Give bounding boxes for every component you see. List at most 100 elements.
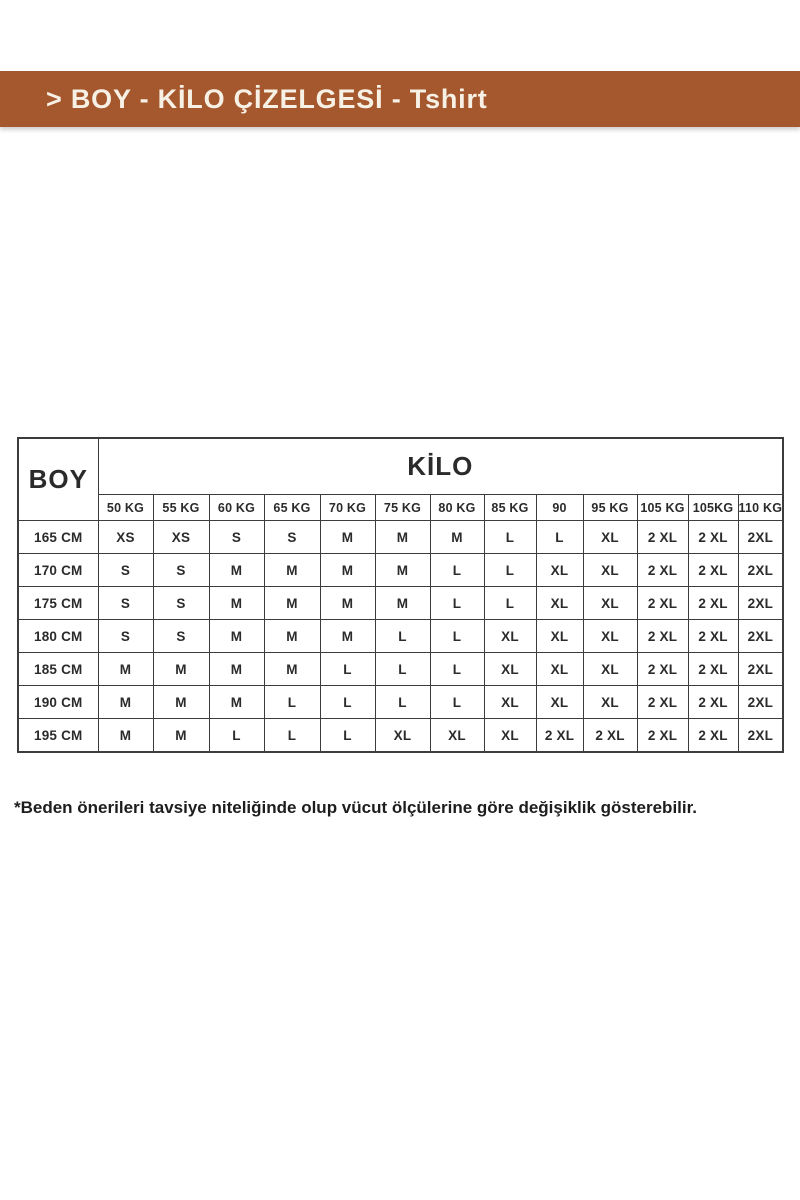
size-cell: XL <box>582 553 638 587</box>
size-cell: M <box>319 619 376 653</box>
size-cell: M <box>263 652 321 686</box>
size-cell: L <box>374 685 431 719</box>
size-cell: 2 XL <box>636 718 689 753</box>
size-cell: M <box>152 685 210 719</box>
size-cell: XL <box>429 718 485 753</box>
size-cell: 2XL <box>737 718 784 753</box>
size-cell: S <box>263 520 321 554</box>
weight-column-header: 90 <box>535 494 584 521</box>
banner-title: > BOY - KİLO ÇİZELGESİ - Tshirt <box>46 83 488 114</box>
size-cell: M <box>208 586 265 620</box>
size-cell: M <box>208 685 265 719</box>
size-cell: 2 XL <box>687 553 739 587</box>
height-column-header: BOY <box>17 437 99 521</box>
size-cell: 2 XL <box>636 553 689 587</box>
size-cell: M <box>263 553 321 587</box>
height-label: 165 CM <box>17 520 99 554</box>
size-cell: 2 XL <box>636 619 689 653</box>
size-cell: S <box>152 619 210 653</box>
size-cell: XL <box>535 586 584 620</box>
size-row: 190 CM M M M L L L L XL XL XL 2 XL 2 XL 2XL <box>17 685 784 719</box>
weight-column-header: 95 KG <box>582 494 638 521</box>
weight-header-row: 50 KG 55 KG 60 KG 65 KG 70 KG 75 KG 80 KG 85 KG… <box>18 494 784 521</box>
size-cell: XL <box>582 619 638 653</box>
size-cell: L <box>483 553 537 587</box>
size-cell: 2 XL <box>687 586 739 620</box>
size-cell: 2 XL <box>636 652 689 686</box>
size-cell: L <box>374 619 431 653</box>
size-cell: L <box>208 718 265 753</box>
size-disclaimer: *Beden önerileri tavsiye niteliğinde olu… <box>14 798 698 817</box>
height-label: 195 CM <box>17 718 99 753</box>
size-cell: M <box>429 520 485 554</box>
size-cell: 2XL <box>737 586 784 620</box>
size-cell: L <box>483 520 537 554</box>
weight-column-header: 80 KG <box>429 494 485 521</box>
size-cell: M <box>319 553 376 587</box>
size-cell: L <box>429 586 485 620</box>
size-cell: 2 XL <box>687 685 739 719</box>
size-chart-banner[interactable]: > BOY - KİLO ÇİZELGESİ - Tshirt <box>0 71 800 127</box>
size-cell: XL <box>582 685 638 719</box>
group-header-row: BOY KİLO <box>17 437 784 521</box>
size-cell: L <box>483 586 537 620</box>
size-cell: S <box>208 520 265 554</box>
size-cell: L <box>429 619 485 653</box>
height-label: 175 CM <box>17 586 99 620</box>
size-row: 170 CM S S M M M M L L XL XL 2 XL 2 XL 2XL <box>17 553 784 587</box>
size-cell: 2XL <box>737 685 784 719</box>
size-cell: L <box>374 652 431 686</box>
size-cell: M <box>152 652 210 686</box>
weight-column-header: 60 KG <box>208 494 265 521</box>
size-cell: M <box>208 619 265 653</box>
size-cell: M <box>97 685 154 719</box>
size-cell: L <box>535 520 584 554</box>
size-cell: M <box>263 586 321 620</box>
size-cell: 2 XL <box>687 520 739 554</box>
size-cell: M <box>97 718 154 753</box>
size-cell: L <box>319 718 376 753</box>
size-cell: S <box>97 619 154 653</box>
size-cell: XL <box>483 619 537 653</box>
size-cell: M <box>208 652 265 686</box>
size-cell: M <box>374 586 431 620</box>
size-cell: 2XL <box>737 520 784 554</box>
height-label: 185 CM <box>17 652 99 686</box>
size-cell: S <box>97 586 154 620</box>
size-cell: XL <box>483 685 537 719</box>
weight-column-header: 55 KG <box>152 494 210 521</box>
size-cell: XL <box>483 718 537 753</box>
weight-column-header: 50 KG <box>97 494 154 521</box>
size-cell: 2 XL <box>636 685 689 719</box>
size-cell: M <box>319 586 376 620</box>
size-cell: S <box>97 553 154 587</box>
size-cell: L <box>429 652 485 686</box>
weight-group-header: KİLO <box>97 437 784 495</box>
height-label: 180 CM <box>17 619 99 653</box>
size-row: 175 CM S S M M M M L L XL XL 2 XL 2 XL 2XL <box>17 586 784 620</box>
size-cell: 2 XL <box>687 652 739 686</box>
size-cell: XL <box>535 685 584 719</box>
size-table-container: BOY KİLO 50 KG 55 KG 60 KG 65 KG 70 KG 75 KG 8… <box>17 437 785 753</box>
size-cell: L <box>429 553 485 587</box>
weight-column-header: 110 KG <box>737 494 784 521</box>
size-cell: M <box>319 520 376 554</box>
size-cell: M <box>263 619 321 653</box>
size-row: 180 CM S S M M M L L XL XL XL 2 XL 2 XL 2XL <box>17 619 784 653</box>
size-cell: L <box>263 718 321 753</box>
size-table: BOY KİLO 50 KG 55 KG 60 KG 65 KG 70 KG 75 KG 8… <box>17 437 785 753</box>
size-cell: S <box>152 586 210 620</box>
size-cell: XL <box>582 520 638 554</box>
weight-column-header: 85 KG <box>483 494 537 521</box>
size-row: 165 CM XS XS S S M M M L L XL 2 XL 2 XL 2XL <box>17 520 784 554</box>
size-cell: 2 XL <box>687 718 739 753</box>
size-cell: L <box>263 685 321 719</box>
size-cell: 2 XL <box>636 586 689 620</box>
size-cell: XL <box>582 652 638 686</box>
size-cell: 2 XL <box>636 520 689 554</box>
size-cell: XL <box>535 619 584 653</box>
size-cell: XL <box>535 553 584 587</box>
size-cell: 2XL <box>737 553 784 587</box>
weight-column-header: 105KG <box>687 494 739 521</box>
size-cell: M <box>152 718 210 753</box>
